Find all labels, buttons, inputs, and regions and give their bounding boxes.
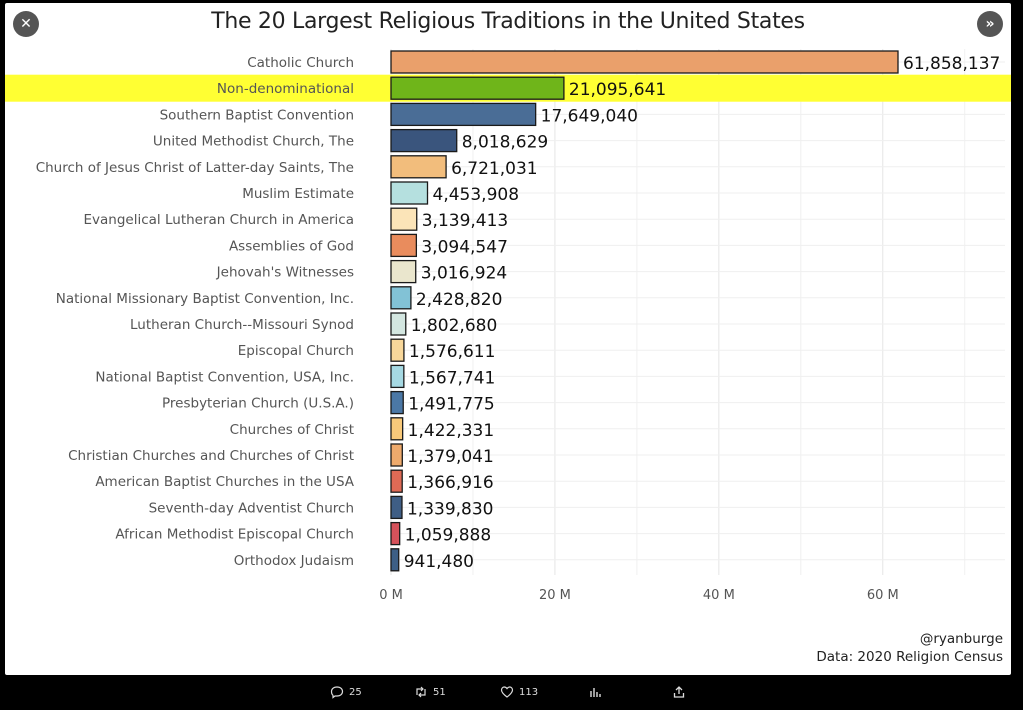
close-button[interactable]: ✕ bbox=[13, 11, 39, 37]
category-label: National Baptist Convention, USA, Inc. bbox=[95, 369, 354, 385]
category-label: African Methodist Episcopal Church bbox=[115, 527, 354, 543]
x-tick-label: 0 M bbox=[379, 588, 403, 603]
like-button[interactable]: 113 bbox=[500, 685, 538, 699]
chart-card: 0 M 20 M 40 M 60 M Catholic Church 61,858,137… bbox=[5, 3, 1011, 675]
x-tick-label: 60 M bbox=[867, 588, 899, 603]
category-label: Lutheran Church--Missouri Synod bbox=[130, 317, 354, 333]
share-button[interactable] bbox=[672, 685, 686, 699]
bar bbox=[390, 495, 403, 520]
value-label: 3,094,547 bbox=[421, 237, 508, 257]
value-label: 1,802,680 bbox=[411, 316, 498, 336]
retweet-button[interactable]: 51 bbox=[414, 685, 446, 699]
bar bbox=[390, 181, 429, 205]
retweet-count: 51 bbox=[433, 686, 446, 698]
category-label: Orthodox Judaism bbox=[234, 553, 354, 569]
bar bbox=[390, 443, 403, 467]
chart-title: The 20 Largest Religious Traditions in t… bbox=[211, 9, 805, 34]
category-label: American Baptist Churches in the USA bbox=[95, 474, 354, 490]
value-label: 1,576,611 bbox=[409, 342, 496, 362]
value-label: 1,339,830 bbox=[407, 499, 494, 519]
value-label: 21,095,641 bbox=[569, 80, 666, 100]
bar bbox=[390, 417, 404, 441]
value-label: 2,428,820 bbox=[416, 290, 503, 310]
bar bbox=[390, 286, 412, 310]
category-label: Episcopal Church bbox=[238, 343, 354, 359]
bar bbox=[390, 364, 405, 389]
chevron-double-right-icon: » bbox=[985, 16, 995, 32]
value-label: 17,649,040 bbox=[541, 106, 638, 126]
value-label: 1,366,916 bbox=[407, 473, 494, 493]
category-label: Evangelical Lutheran Church in America bbox=[84, 212, 354, 228]
category-label: Muslim Estimate bbox=[242, 186, 354, 202]
category-label: Catholic Church bbox=[247, 55, 354, 71]
reply-count: 25 bbox=[349, 686, 362, 698]
analytics-button[interactable] bbox=[588, 685, 602, 699]
category-label: Southern Baptist Convention bbox=[160, 107, 354, 123]
bar bbox=[390, 390, 404, 415]
bar bbox=[390, 76, 565, 100]
bar bbox=[390, 50, 899, 74]
bar bbox=[390, 102, 537, 127]
reply-button[interactable]: 25 bbox=[330, 685, 362, 699]
bar bbox=[390, 521, 401, 546]
credit-source: Data: 2020 Religion Census bbox=[816, 649, 1003, 665]
category-label: United Methodist Church, The bbox=[153, 134, 354, 150]
value-label: 1,567,741 bbox=[409, 368, 496, 388]
category-label: Non-denominational bbox=[217, 81, 354, 97]
retweet-icon bbox=[416, 686, 426, 698]
category-label: Christian Churches and Churches of Chris… bbox=[68, 448, 354, 464]
page-edge bbox=[1011, 0, 1023, 710]
value-label: 941,480 bbox=[404, 552, 474, 572]
bar bbox=[390, 207, 418, 231]
value-label: 8,018,629 bbox=[462, 133, 549, 153]
category-label: Presbyterian Church (U.S.A.) bbox=[162, 396, 354, 412]
bar bbox=[390, 155, 447, 179]
value-label: 4,453,908 bbox=[433, 185, 520, 205]
category-label: Assemblies of God bbox=[229, 238, 354, 254]
x-tick-label: 40 M bbox=[703, 588, 735, 603]
category-label: Church of Jesus Christ of Latter-day Sai… bbox=[36, 160, 354, 176]
heart-icon bbox=[500, 686, 514, 698]
reply-icon bbox=[330, 686, 344, 699]
chart-credit: @ryanburge Data: 2020 Religion Census bbox=[816, 630, 1003, 666]
bar bbox=[390, 128, 458, 153]
value-label: 1,379,041 bbox=[407, 447, 494, 467]
value-label: 3,139,413 bbox=[422, 211, 509, 231]
credit-handle: @ryanburge bbox=[919, 631, 1003, 647]
value-label: 1,422,331 bbox=[408, 421, 495, 441]
tweet-action-bar: 25 51 113 bbox=[0, 675, 1023, 710]
like-count: 113 bbox=[519, 686, 539, 698]
value-label: 1,491,775 bbox=[408, 395, 495, 415]
bar bbox=[390, 233, 418, 258]
category-label: Seventh-day Adventist Church bbox=[149, 500, 354, 516]
close-icon: ✕ bbox=[20, 16, 32, 32]
x-tick-label: 20 M bbox=[539, 588, 571, 603]
bar-chart: 0 M 20 M 40 M 60 M Catholic Church 61,858,137… bbox=[5, 49, 1011, 603]
bar bbox=[390, 259, 417, 284]
value-label: 1,059,888 bbox=[405, 526, 492, 546]
category-label: National Missionary Baptist Convention, … bbox=[56, 291, 354, 307]
bar bbox=[390, 469, 403, 493]
bar bbox=[390, 548, 400, 572]
analytics-icon bbox=[590, 688, 601, 697]
value-label: 3,016,924 bbox=[421, 264, 508, 284]
category-label: Jehovah's Witnesses bbox=[216, 265, 354, 281]
share-icon bbox=[673, 686, 685, 698]
value-label: 61,858,137 bbox=[903, 54, 1000, 74]
bar bbox=[390, 338, 405, 362]
next-image-button[interactable]: » bbox=[977, 11, 1003, 37]
category-label: Churches of Christ bbox=[230, 422, 354, 438]
bar bbox=[390, 312, 407, 336]
value-label: 6,721,031 bbox=[451, 159, 538, 179]
